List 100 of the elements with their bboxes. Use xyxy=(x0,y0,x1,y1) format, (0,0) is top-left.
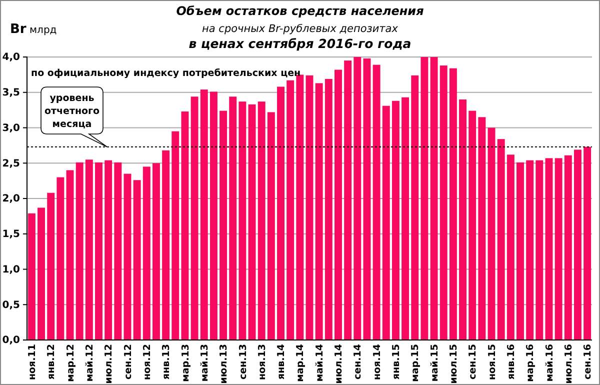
annotation: по официальному индексу потребительских цен xyxy=(31,68,301,79)
y-tick-label: 0,0 xyxy=(2,335,20,346)
x-tick-label: май.12 xyxy=(84,344,96,382)
x-tick-label: сен.13 xyxy=(238,344,249,380)
bar xyxy=(497,139,505,340)
bar xyxy=(574,150,582,340)
bar xyxy=(411,75,419,340)
bar xyxy=(516,162,524,340)
bar xyxy=(47,192,55,340)
x-tick-label: ноя.12 xyxy=(142,344,153,380)
y-tick-label: 3,5 xyxy=(2,88,20,99)
bar xyxy=(229,96,237,340)
bar xyxy=(315,83,323,340)
bar xyxy=(38,208,46,340)
bar xyxy=(114,162,122,340)
bar xyxy=(172,131,180,340)
bar xyxy=(142,166,150,340)
bar xyxy=(133,180,141,340)
bar xyxy=(76,162,84,340)
x-tick-label: июл.16 xyxy=(563,344,574,384)
x-tick-label: ноя.11 xyxy=(27,344,38,380)
x-tick-label: янв.16 xyxy=(506,344,517,380)
x-tick-label: мар.15 xyxy=(410,344,422,382)
x-tick-label: мар.13 xyxy=(180,344,192,382)
bar xyxy=(554,158,562,340)
x-tick-label: май.13 xyxy=(199,344,210,382)
bar xyxy=(468,110,476,340)
bar xyxy=(104,160,112,340)
x-tick-label: ноя.14 xyxy=(372,344,383,380)
x-tick-label: май.14 xyxy=(314,344,326,382)
y-tick-label: 0,5 xyxy=(2,300,20,311)
bar xyxy=(430,57,438,340)
bar xyxy=(248,104,256,340)
bar xyxy=(306,75,314,340)
bar xyxy=(354,57,362,340)
x-tick-label: июл.13 xyxy=(218,344,230,384)
bar xyxy=(536,160,544,340)
bar xyxy=(258,102,266,340)
y-tick-label: 1,5 xyxy=(2,229,20,240)
x-tick-label: мар.16 xyxy=(525,344,536,382)
bar xyxy=(152,163,160,340)
y-tick-label: 4,0 xyxy=(2,52,20,64)
bar xyxy=(56,177,64,340)
x-tick-label: янв.12 xyxy=(46,344,58,380)
y-tick-label: 2,5 xyxy=(2,158,20,170)
y-axis-title: Br млрд xyxy=(10,22,57,37)
bar xyxy=(162,150,170,340)
bar xyxy=(210,92,218,340)
bar xyxy=(66,170,74,340)
x-tick-label: сен.12 xyxy=(122,344,134,380)
bar xyxy=(28,213,36,340)
bar xyxy=(85,160,93,340)
bar xyxy=(440,65,448,340)
bar xyxy=(190,96,198,340)
bar xyxy=(382,106,390,340)
x-tick-label: мар.14 xyxy=(295,344,306,382)
bar xyxy=(220,110,228,340)
bar xyxy=(200,90,208,340)
x-tick-label: сен.14 xyxy=(352,344,364,380)
bar xyxy=(238,102,246,340)
bar xyxy=(363,58,371,340)
bar xyxy=(286,80,294,340)
bar xyxy=(420,57,428,340)
bar xyxy=(181,111,189,340)
bar xyxy=(506,154,514,340)
y-tick-label: 1,0 xyxy=(2,264,20,276)
bar xyxy=(526,160,534,340)
x-tick-label: сен.16 xyxy=(582,344,594,380)
x-tick-label: мар.12 xyxy=(65,344,76,382)
bar xyxy=(478,117,486,340)
bar xyxy=(402,97,410,340)
x-tick-label: янв.15 xyxy=(391,344,402,380)
bar xyxy=(584,146,592,340)
x-tick-label: янв.13 xyxy=(161,344,172,380)
chart-title: Объем остатков средств населения xyxy=(176,4,424,18)
x-tick-label: июл.14 xyxy=(334,344,345,384)
bar xyxy=(334,70,342,340)
bar xyxy=(449,68,457,340)
bar xyxy=(344,60,352,340)
bar xyxy=(392,100,400,340)
bar xyxy=(277,86,284,340)
y-tick-label: 3,0 xyxy=(2,122,20,134)
x-tick-label: май.16 xyxy=(544,344,556,382)
ref-line-label: уровень отчетного месяца xyxy=(44,93,100,130)
x-tick-label: янв.14 xyxy=(276,344,288,380)
x-tick-label: май.15 xyxy=(429,344,440,382)
x-tick-label: ноя.15 xyxy=(486,344,498,380)
chart-subtitle: на срочных Br-рублевых депозитах в ценах сентября 2016-го года xyxy=(188,23,412,51)
bar xyxy=(459,99,467,340)
bar xyxy=(124,174,132,340)
x-tick-label: ноя.13 xyxy=(256,344,268,380)
bar xyxy=(372,64,380,340)
x-tick-label: сен.15 xyxy=(468,344,479,380)
x-tick-label: июл.15 xyxy=(448,344,460,384)
bar xyxy=(95,162,102,340)
bar xyxy=(545,158,553,340)
bar xyxy=(324,78,332,340)
bar xyxy=(564,155,572,340)
bar xyxy=(488,128,496,340)
y-tick-label: 2,0 xyxy=(2,194,20,205)
